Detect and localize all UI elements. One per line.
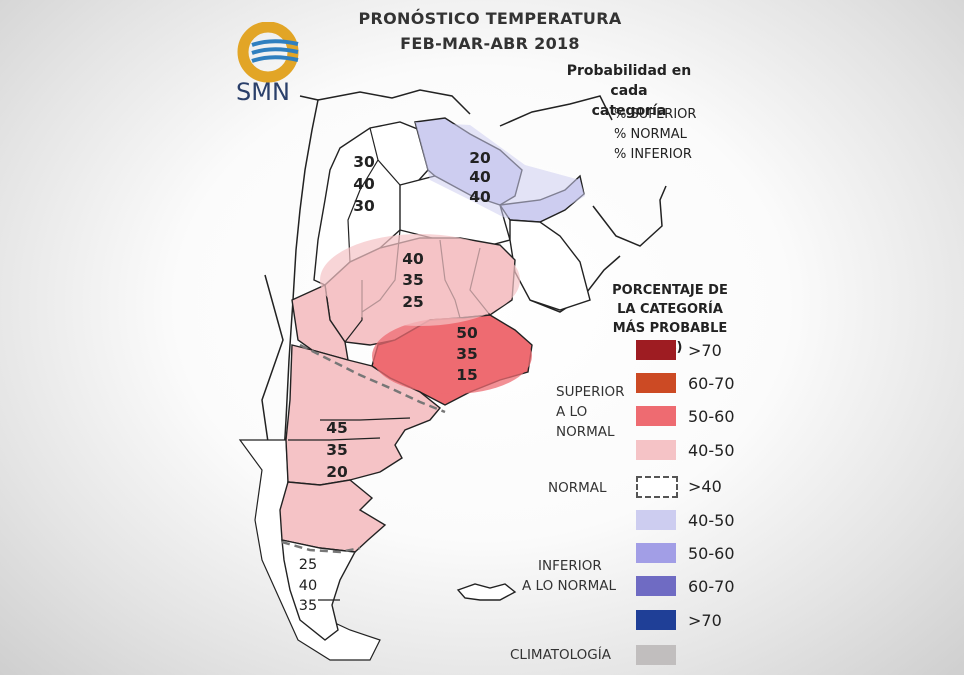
probability-zones [320, 122, 585, 394]
legend-group-inferior: INFERIOR A LO NORMAL [522, 556, 616, 596]
key-normal: % NORMAL [614, 127, 687, 142]
nea-inferior: 40 [469, 188, 491, 206]
patagonia-sur-normal: 40 [298, 578, 318, 594]
centro-inferior: 25 [402, 293, 424, 311]
noa-normal: 40 [353, 175, 375, 193]
normal-boundaries [281, 343, 446, 554]
region-litoral [509, 219, 591, 311]
centro-normal: 35 [402, 271, 424, 289]
legend-label-inferior-6: 40-50 [688, 511, 735, 530]
logo-text: SMN [236, 78, 290, 106]
nea-normal: 40 [469, 168, 491, 186]
legend-title-line2: LA CATEGORÍA [617, 302, 723, 317]
islands [456, 583, 517, 601]
legend-inferior-line2: A LO NORMAL [522, 578, 616, 594]
legend-swatch-inferior-8 [636, 576, 676, 596]
patagonia-sur-superior: 25 [298, 557, 318, 573]
legend-swatch-inferior-6 [636, 510, 676, 530]
map-title: PRONÓSTICO TEMPERATURA [358, 9, 622, 28]
nea-superior: 20 [469, 149, 491, 167]
map-subtitle: FEB-MAR-ABR 2018 [400, 34, 580, 53]
legend-swatch-inferior-7 [636, 543, 676, 563]
zone-superior-50-60 [372, 318, 532, 394]
buenos-aires-superior: 50 [456, 324, 478, 342]
region-santa-cruz-sur [281, 539, 357, 641]
legend-group-superior: SUPERIOR A LO NORMAL [546, 382, 636, 442]
buenos-aires-inferior: 15 [456, 366, 478, 384]
region-patagonia-sur [279, 479, 387, 553]
probability-key-title-line1: Probabilidad en cada [566, 63, 692, 99]
smn-logo-icon [237, 22, 299, 83]
noa-superior: 30 [353, 153, 375, 171]
legend-swatch-inferior-9 [636, 610, 676, 630]
legend-swatch-superior-1 [636, 340, 676, 360]
zone-inferior [415, 122, 585, 218]
legend-label-normal-5: >40 [688, 477, 722, 496]
legend-label-superior-4: 40-50 [688, 441, 735, 460]
legend-label-inferior-7: 50-60 [688, 544, 735, 563]
key-inferior: % INFERIOR [614, 147, 692, 162]
noa-inferior: 30 [353, 197, 375, 215]
legend-label-inferior-8: 60-70 [688, 577, 735, 596]
legend-label-superior-2: 60-70 [688, 374, 735, 393]
legend-superior-line1: SUPERIOR [556, 384, 625, 400]
patagonia-norte-superior: 45 [326, 419, 348, 437]
patagonia-norte-inferior: 20 [326, 463, 348, 481]
legend-superior-line2: A LO NORMAL [556, 404, 615, 440]
probability-key-title-line2: categoría [591, 103, 667, 119]
legend-title-line1: PORCENTAJE DE [612, 283, 728, 298]
patagonia-norte-normal: 35 [326, 441, 348, 459]
patagonia-sur-inferior: 35 [298, 598, 318, 614]
legend-inferior-line1: INFERIOR [538, 558, 602, 574]
legend-label-superior-3: 50-60 [688, 407, 735, 426]
legend-swatch-normal-5 [636, 476, 678, 498]
legend-group-climatologia: CLIMATOLOGÍA [510, 647, 611, 663]
centro-superior: 40 [402, 250, 424, 268]
legend-group-normal: NORMAL [548, 480, 607, 496]
key-superior: % SUPERIOR [614, 107, 697, 122]
legend-swatch-superior-4 [636, 440, 676, 460]
legend-label-superior-1: >70 [688, 341, 722, 360]
buenos-aires-normal: 35 [456, 345, 478, 363]
legend-swatch-climatologia-10 [636, 645, 676, 665]
probability-key-title: Probabilidad en cada categoría [556, 61, 702, 121]
region-patagonia-norte [285, 344, 441, 486]
legend-swatch-superior-3 [636, 406, 676, 426]
legend-label-inferior-9: >70 [688, 611, 722, 630]
legend-swatch-superior-2 [636, 373, 676, 393]
zone-superior-40-50 [320, 234, 520, 326]
